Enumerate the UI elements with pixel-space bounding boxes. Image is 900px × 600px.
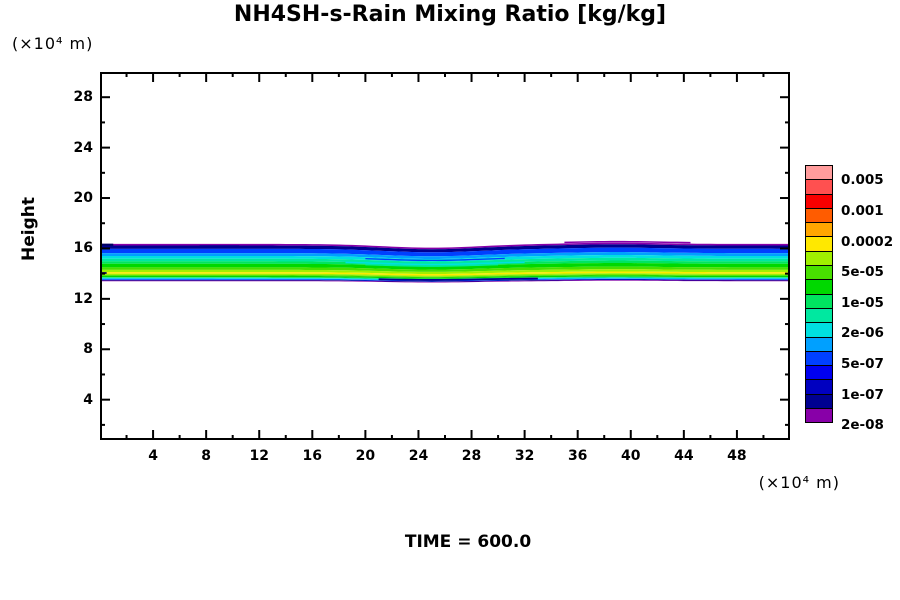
contour-band	[100, 269, 790, 275]
colorbar-legend	[805, 165, 835, 424]
colorbar-label: 1e-07	[841, 386, 884, 403]
colorbar-box	[805, 350, 833, 367]
colorbar-label: 5e-05	[841, 264, 884, 281]
contour-band	[100, 275, 790, 279]
contour-streak	[378, 277, 538, 281]
colorbar-box	[805, 165, 833, 181]
y-tick-label: 28	[73, 89, 93, 106]
plot-area	[100, 72, 790, 440]
x-tick-label: 36	[567, 448, 588, 464]
y-tick-label: 16	[73, 240, 93, 257]
chart-title: NH4SH-s-Rain Mixing Ratio [kg/kg]	[233, 2, 667, 27]
contour-band	[100, 277, 790, 281]
contour-band	[100, 257, 790, 265]
contour-band	[100, 260, 790, 267]
contour-band	[100, 279, 790, 282]
colorbar-label: 0.005	[841, 172, 884, 189]
colorbar-box	[805, 393, 833, 410]
y-tick-label: 20	[73, 190, 93, 207]
x-tick-label: 32	[514, 448, 535, 464]
contour-band	[100, 266, 790, 272]
contour-streak	[564, 240, 691, 244]
y-tick-label: 24	[73, 139, 93, 156]
x-tick-label: 8	[201, 448, 212, 464]
contour-band	[100, 252, 790, 259]
contour-band	[100, 278, 790, 282]
x-tick-label: 44	[674, 448, 694, 464]
x-tick-label: 48	[727, 448, 747, 464]
time-label: TIME = 600.0	[404, 532, 532, 552]
contour-band	[100, 276, 790, 280]
contour-plot-svg	[100, 72, 790, 440]
colorbar-label: 0.001	[841, 202, 884, 219]
colorbar-box	[805, 379, 833, 395]
colorbar-label: 2e-06	[841, 325, 884, 342]
colorbar-label: 0.0002	[841, 233, 894, 250]
y-tick-label: 12	[73, 290, 93, 307]
x-tick-label: 16	[302, 448, 323, 464]
y-axis-unit-label: (×10⁴ m)	[12, 34, 94, 53]
colorbar-label: 5e-07	[841, 355, 884, 372]
colorbar-box	[805, 279, 833, 295]
contour-band	[100, 274, 790, 278]
x-tick-label: 24	[408, 448, 429, 464]
contour-streak	[365, 257, 505, 262]
colorbar-box	[805, 250, 833, 267]
colorbar-box	[805, 293, 833, 309]
contour-band	[100, 242, 790, 250]
x-axis-unit-label: (×10⁴ m)	[758, 473, 840, 492]
colorbar-box	[805, 222, 833, 238]
contour-streak	[345, 261, 525, 266]
x-tick-label: 12	[249, 448, 269, 464]
colorbar-box	[805, 408, 833, 424]
contour-band	[100, 280, 790, 283]
colorbar-box	[805, 265, 833, 281]
x-tick-label: 40	[621, 448, 641, 464]
colorbar-box	[805, 365, 833, 381]
x-tick-label: 20	[355, 448, 376, 464]
colorbar-label: 1e-05	[841, 294, 884, 311]
x-tick-label: 4	[148, 448, 158, 464]
colorbar-box	[805, 207, 833, 224]
x-tick-label: 28	[461, 448, 482, 464]
contour-band	[100, 278, 790, 281]
colorbar-box	[805, 336, 833, 352]
colorbar-box	[805, 179, 833, 195]
y-tick-label: 4	[83, 391, 93, 408]
contour-band	[100, 255, 790, 262]
plot-border	[100, 72, 790, 440]
y-tick-label: 8	[83, 341, 93, 358]
contour-band	[100, 271, 790, 276]
colorbar-box	[805, 236, 833, 252]
contour-streak	[365, 263, 499, 267]
colorbar-box	[805, 322, 833, 338]
contour-band	[100, 273, 790, 277]
colorbar-box	[805, 307, 833, 324]
colorbar-label: 2e-08	[841, 417, 884, 434]
colorbar-box	[805, 193, 833, 209]
contour-band	[100, 244, 790, 253]
contour-band	[100, 247, 790, 257]
